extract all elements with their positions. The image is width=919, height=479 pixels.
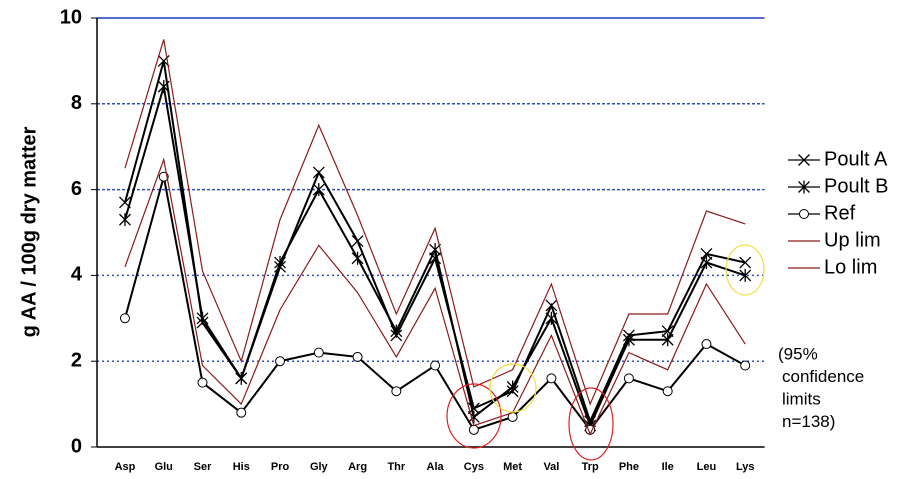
- marker: [700, 247, 713, 260]
- marker: [545, 311, 558, 325]
- y-tick-label: 0: [71, 435, 82, 457]
- x-tick-label: Pro: [271, 461, 290, 473]
- marker: [623, 373, 634, 384]
- x-tick-label: Arg: [348, 461, 367, 473]
- x-tick-label: Cys: [464, 461, 484, 473]
- x-tick-label: Trp: [582, 461, 599, 473]
- marker: [196, 311, 209, 325]
- marker: [235, 371, 248, 385]
- x-tick-label: Met: [503, 461, 522, 473]
- plot-area: 0 2 4 6 8 10 Asp Glu Ser His Pro Gly Arg Thr Ala Cys Met…: [60, 6, 765, 473]
- x-tick-label: Glu: [155, 461, 173, 473]
- series-line: [124, 39, 746, 406]
- marker: [351, 251, 364, 265]
- marker: [661, 325, 674, 338]
- marker: [275, 356, 286, 367]
- series-line: [124, 157, 746, 436]
- x-tick-label: Gly: [310, 461, 329, 473]
- marker: [799, 209, 809, 219]
- y-tick-label: 6: [71, 178, 82, 200]
- marker: [119, 313, 130, 324]
- note: (95%: [778, 344, 818, 363]
- note: n=138): [782, 412, 835, 431]
- y-tick-label: 10: [60, 6, 82, 28]
- x-tick-label: Leu: [697, 461, 717, 473]
- x-tick-label: His: [233, 461, 250, 473]
- marker: [506, 380, 519, 394]
- y-tick-label: 4: [71, 264, 83, 286]
- marker: [700, 256, 713, 270]
- marker: [430, 360, 441, 371]
- legend-label: Poult A: [824, 148, 888, 170]
- marker: [798, 180, 810, 194]
- marker: [739, 268, 752, 282]
- marker: [351, 235, 364, 248]
- series-line: [124, 176, 746, 432]
- marker: [701, 339, 712, 350]
- marker: [352, 351, 363, 362]
- marker: [274, 256, 287, 270]
- x-tick-label: Phe: [619, 461, 639, 473]
- legend-label: Lo lim: [824, 256, 877, 278]
- marker: [312, 166, 325, 179]
- legend-label: Ref: [824, 202, 856, 224]
- y-tick-label: 8: [71, 92, 82, 114]
- marker: [313, 347, 324, 358]
- highlight-ellipse: [568, 387, 614, 461]
- marker: [661, 333, 674, 347]
- marker: [798, 154, 810, 166]
- y-tick-label: 2: [71, 349, 82, 371]
- marker: [545, 299, 558, 312]
- marker: [429, 243, 442, 257]
- highlight-ellipse: [489, 363, 537, 413]
- marker: [236, 407, 247, 418]
- x-tick-label: Ser: [194, 461, 212, 473]
- x-tick-label: Thr: [387, 461, 405, 473]
- note: confidence: [782, 367, 864, 386]
- marker: [197, 377, 208, 388]
- marker: [468, 424, 479, 435]
- marker: [157, 80, 170, 94]
- highlight-ellipse: [446, 383, 502, 449]
- note: limits: [782, 389, 821, 408]
- marker: [622, 333, 635, 347]
- marker: [391, 386, 402, 397]
- x-tick-label: Ile: [662, 461, 674, 473]
- marker: [312, 183, 325, 197]
- x-tick-label: Ala: [427, 461, 445, 473]
- marker: [119, 213, 131, 227]
- x-tick-label: Lys: [736, 461, 755, 473]
- x-tick-label: Asp: [115, 461, 136, 473]
- legend-label: Poult B: [824, 175, 888, 197]
- marker: [740, 360, 751, 371]
- marker: [390, 324, 403, 338]
- x-tick-label: Val: [543, 461, 559, 473]
- marker: [546, 373, 557, 384]
- legend-label: Up lim: [824, 229, 881, 251]
- marker: [739, 256, 752, 269]
- y-axis-label: g AA / 100g dry matter: [18, 126, 40, 337]
- marker: [662, 386, 673, 397]
- highlight-ellipse: [725, 244, 765, 296]
